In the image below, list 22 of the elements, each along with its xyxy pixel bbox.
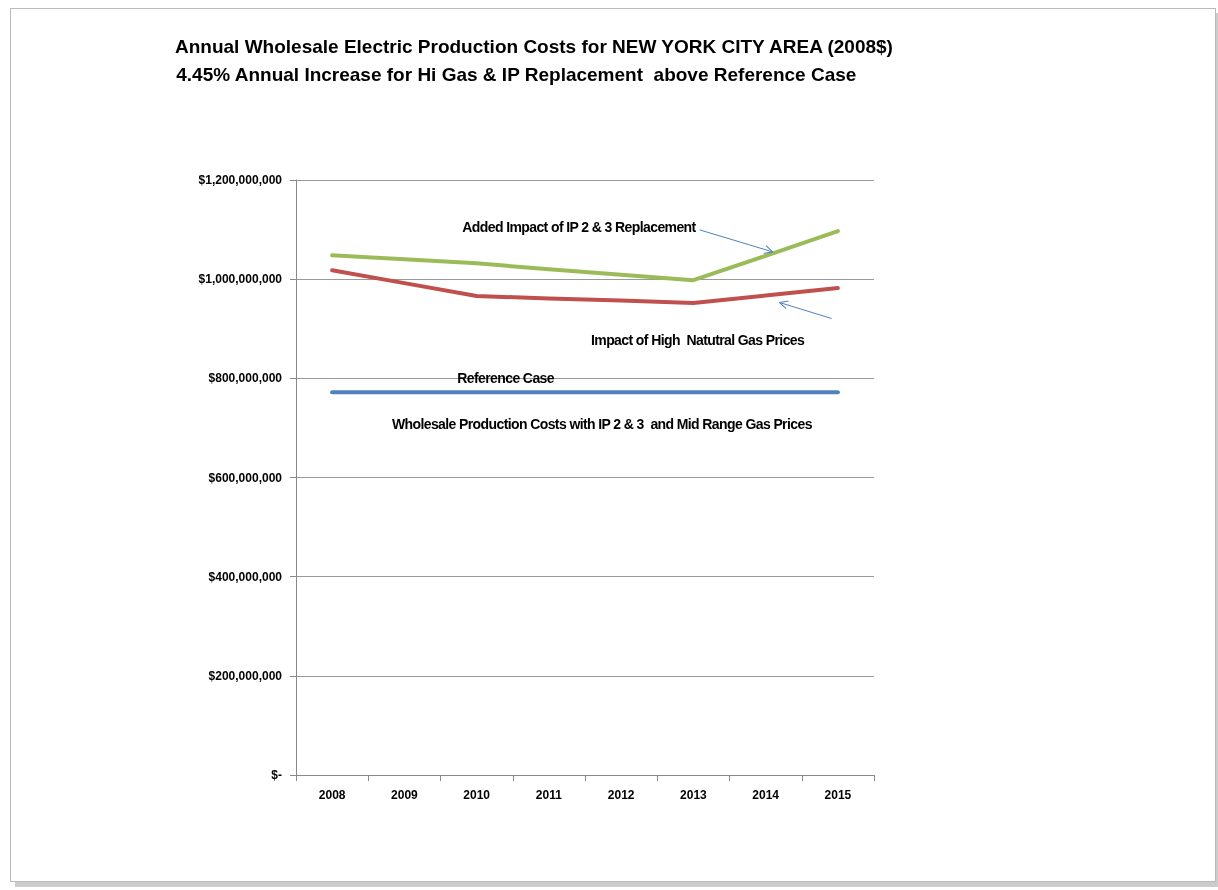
x-tick-label: 2009 xyxy=(391,788,419,802)
y-tick-label: $1,200,000,000 xyxy=(198,173,283,187)
y-tick-label: $200,000,000 xyxy=(208,668,283,683)
x-tick-label: 2015 xyxy=(824,788,852,802)
y-tick-label: $1,000,000,000 xyxy=(198,272,283,287)
y-tick-label: $- xyxy=(271,768,282,782)
x-tick-label: 2008 xyxy=(318,788,346,802)
x-tick-label: 2010 xyxy=(463,788,491,802)
x-tick-label: 2014 xyxy=(752,788,780,802)
chart-title: Annual Wholesale Electric Production Costs for NEW YORK CITY AREA (2008$) xyxy=(175,36,893,57)
annotation: Reference Case xyxy=(457,369,555,386)
y-tick-label: $600,000,000 xyxy=(208,470,283,485)
annotation: Impact of High Natutral Gas Prices xyxy=(591,332,806,349)
annotation: Added Impact of IP 2 & 3 Replacement xyxy=(462,218,697,235)
chart-subtitle: 4.45% Annual Increase for Hi Gas & IP Replacement above Reference Case xyxy=(171,64,857,85)
y-tick-label: $800,000,000 xyxy=(208,371,283,386)
x-tick-label: 2013 xyxy=(680,788,708,802)
line-series xyxy=(330,268,840,305)
annotation: Wholesale Production Costs with IP 2 & 3 and Mid Range Gas Prices xyxy=(391,415,813,432)
y-tick-label: $400,000,000 xyxy=(208,569,283,584)
x-tick-label: 2012 xyxy=(607,788,635,802)
x-tick-label: 2011 xyxy=(535,788,563,802)
